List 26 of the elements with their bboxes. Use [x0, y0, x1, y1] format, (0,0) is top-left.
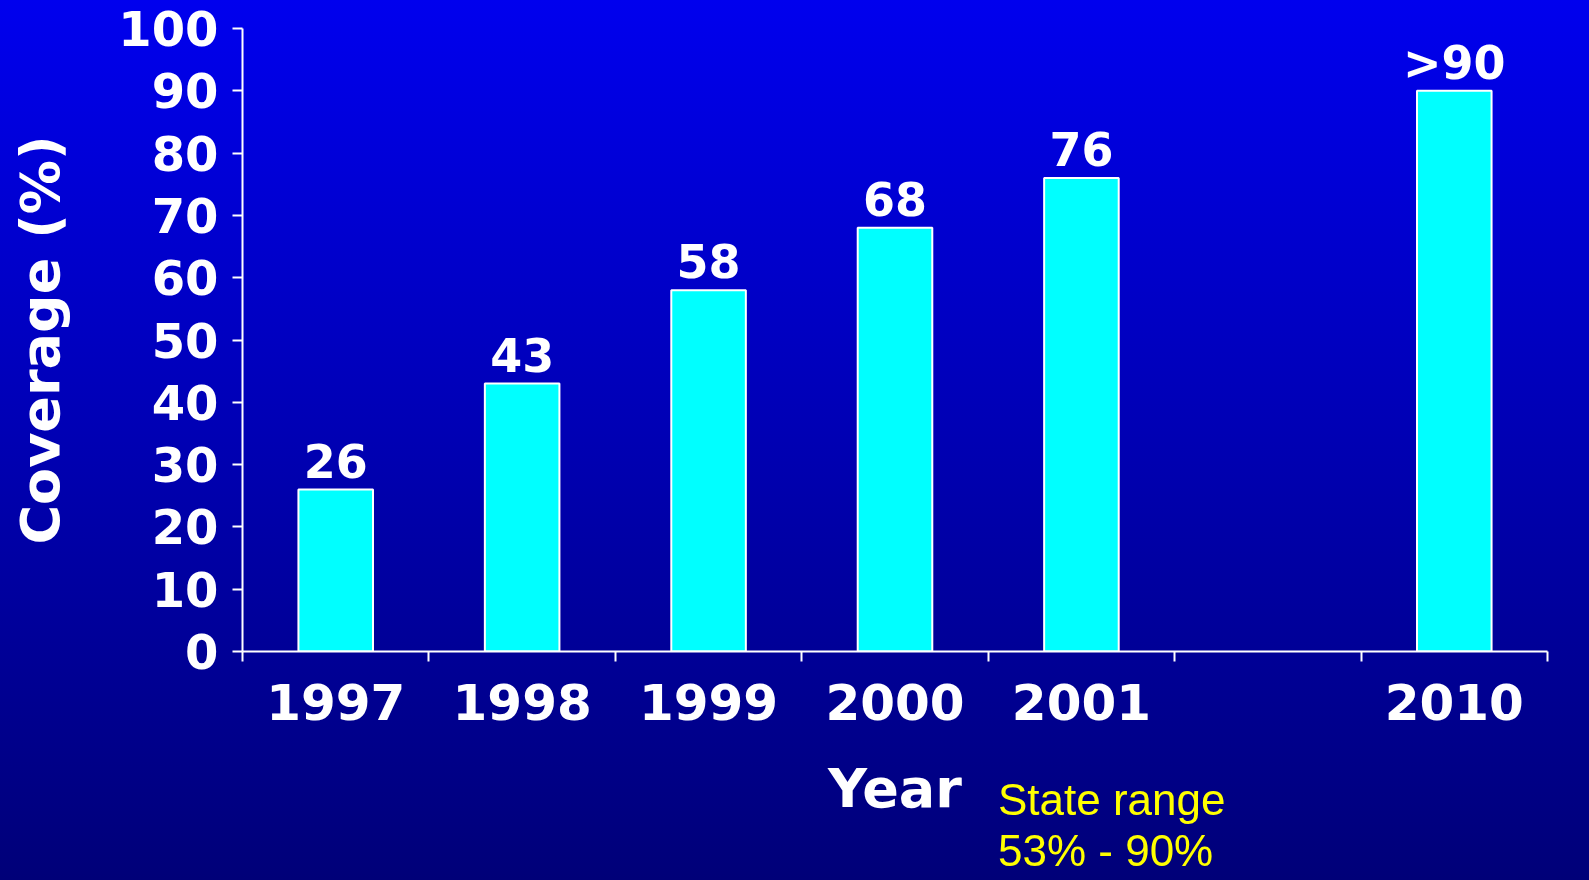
data-label: 58: [676, 235, 741, 290]
data-label: 68: [862, 172, 928, 227]
y-tick-label: 20: [151, 499, 219, 556]
y-axis-title: Coverage (%): [9, 135, 73, 545]
y-tick-label: 10: [151, 561, 219, 618]
x-tick-label: 1999: [638, 673, 779, 732]
x-tick-label: 1998: [452, 673, 592, 732]
data-label: >90: [1403, 35, 1506, 90]
y-tick-label: 50: [151, 312, 219, 369]
y-tick-label: 80: [151, 125, 219, 182]
x-tick-label: 2000: [825, 673, 965, 732]
y-tick-label: 100: [118, 1, 219, 57]
y-tick-label: 90: [151, 63, 219, 120]
x-axis-title: Year: [827, 756, 963, 820]
x-tick-label: 2010: [1384, 673, 1524, 732]
x-tick-label: 1997: [266, 673, 406, 732]
data-label: 26: [303, 434, 368, 489]
y-tick-label: 0: [185, 624, 219, 680]
text: State range 53% - 90%: [998, 774, 1226, 876]
y-tick-label: 70: [151, 187, 219, 244]
y-tick-label: 40: [151, 374, 219, 431]
data-label: 43: [490, 328, 555, 383]
x-tick-label: 2001: [1011, 673, 1152, 732]
y-tick-label: 30: [151, 437, 219, 494]
data-label: 76: [1049, 123, 1114, 178]
y-tick-label: 60: [151, 250, 219, 307]
